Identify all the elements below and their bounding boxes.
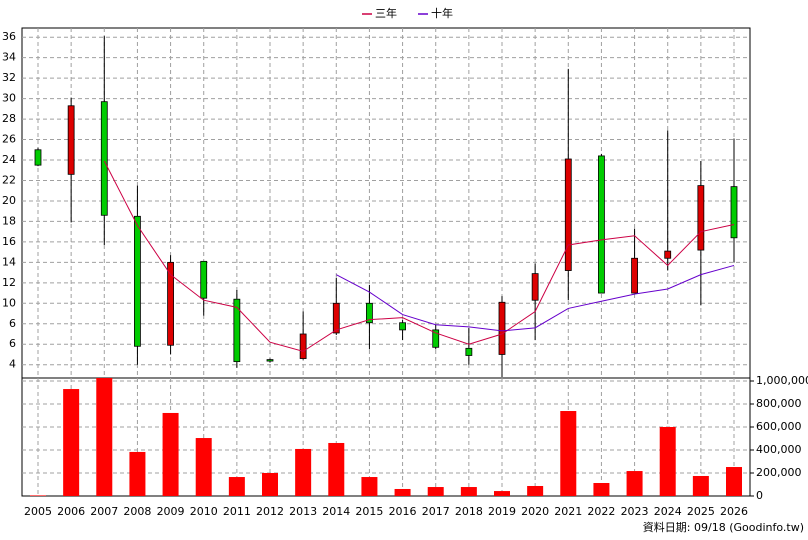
x-tick-label: 2006 — [57, 505, 85, 518]
x-tick-label: 2009 — [157, 505, 185, 518]
x-tick-label: 2012 — [256, 505, 284, 518]
x-tick-label: 2020 — [521, 505, 549, 518]
candle-body — [564, 158, 572, 271]
volume-bar — [30, 495, 46, 496]
y-tick-label: 20 — [2, 194, 16, 207]
x-tick-label: 2017 — [422, 505, 450, 518]
candle-body — [167, 261, 174, 346]
x-tick-label: 2011 — [223, 505, 251, 518]
volume-bar — [328, 442, 345, 496]
candle-body — [498, 301, 506, 355]
y2-tick-label: 600,000 — [756, 420, 802, 433]
y2-tick-label: 0 — [756, 489, 763, 502]
y-tick-label: 32 — [2, 71, 16, 84]
volume-bar — [228, 477, 245, 496]
candle-body — [631, 257, 638, 294]
x-tick-label: 2015 — [355, 505, 383, 518]
legend-label: 十年 — [431, 6, 453, 20]
x-tick-label: 2023 — [621, 505, 649, 518]
candle-body — [200, 260, 208, 299]
x-tick-label: 2026 — [720, 505, 748, 518]
volume-bar — [162, 412, 179, 496]
candle-body — [366, 302, 373, 324]
volume-bar — [593, 483, 610, 496]
x-tick-label: 2024 — [654, 505, 682, 518]
y-tick-label: 4 — [9, 358, 16, 371]
volume-bar — [96, 378, 113, 496]
volume-bar — [427, 487, 444, 496]
ma-line — [103, 160, 735, 352]
x-tick-label: 2025 — [687, 505, 715, 518]
y-tick-label: 22 — [2, 173, 16, 186]
volume-bar — [129, 451, 146, 496]
y-tick-label: 30 — [2, 92, 16, 105]
x-tick-label: 2005 — [24, 505, 52, 518]
candle-body — [465, 347, 473, 356]
candle-body — [730, 186, 738, 239]
volume-bar — [460, 487, 477, 496]
candle-body — [34, 149, 42, 166]
y-tick-label: 16 — [2, 235, 16, 248]
x-tick-label: 2010 — [190, 505, 218, 518]
x-tick-label: 2013 — [289, 505, 317, 518]
x-tick-label: 2022 — [587, 505, 615, 518]
candle-body — [531, 273, 539, 301]
candle-body — [664, 250, 672, 259]
volume-bar — [626, 471, 643, 496]
y-tick-label: 6 — [9, 317, 16, 330]
footnote: 資料日期: 09/18 (Goodinfo.tw) — [643, 520, 804, 534]
y-tick-label: 18 — [2, 214, 16, 227]
y2-tick-label: 200,000 — [756, 466, 802, 479]
x-tick-label: 2021 — [554, 505, 582, 518]
y2-tick-label: 400,000 — [756, 443, 802, 456]
candle-body — [67, 105, 75, 175]
y2-tick-label: 800,000 — [756, 397, 802, 410]
y-tick-label: 12 — [2, 276, 16, 289]
y-tick-label: 10 — [2, 296, 16, 309]
x-tick-label: 2008 — [123, 505, 151, 518]
volume-bar — [195, 438, 212, 496]
legend-label: 三年 — [375, 6, 397, 20]
y-tick-label: 34 — [2, 51, 16, 64]
x-tick-label: 2016 — [389, 505, 417, 518]
volume-bar — [659, 426, 676, 496]
volume-bar — [262, 472, 278, 496]
volume-bar — [527, 485, 544, 496]
volume-bar — [361, 477, 378, 496]
candle-body — [100, 101, 108, 216]
ma-line — [336, 264, 735, 332]
y-tick-label: 26 — [2, 133, 16, 146]
candle-body — [299, 333, 307, 359]
volume-bar — [560, 411, 577, 496]
volume-bar — [494, 491, 510, 496]
volume-bar — [295, 448, 312, 496]
candle-body — [697, 185, 705, 251]
x-tick-label: 2014 — [322, 505, 350, 518]
candle-body — [134, 215, 141, 347]
x-tick-label: 2019 — [488, 505, 516, 518]
x-tick-label: 2018 — [455, 505, 483, 518]
y-tick-label: 14 — [2, 255, 16, 268]
volume-bar — [394, 488, 411, 496]
y-tick-label: 6 — [9, 337, 16, 350]
candle-body — [598, 155, 605, 294]
volume-bar — [63, 389, 80, 496]
x-tick-label: 2007 — [90, 505, 118, 518]
volume-bar — [726, 467, 742, 496]
candle-body — [266, 359, 274, 362]
candle-body — [332, 302, 340, 334]
candle-body — [233, 298, 241, 363]
volume-bar — [692, 475, 709, 496]
y-tick-label: 28 — [2, 112, 16, 125]
candle-body — [399, 322, 406, 331]
candle-body — [432, 329, 440, 348]
y2-tick-label: 1,000,000 — [756, 374, 808, 387]
y-tick-label: 36 — [2, 30, 16, 43]
y-tick-label: 24 — [2, 153, 16, 166]
